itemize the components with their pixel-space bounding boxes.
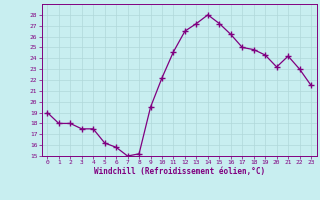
X-axis label: Windchill (Refroidissement éolien,°C): Windchill (Refroidissement éolien,°C) <box>94 167 265 176</box>
